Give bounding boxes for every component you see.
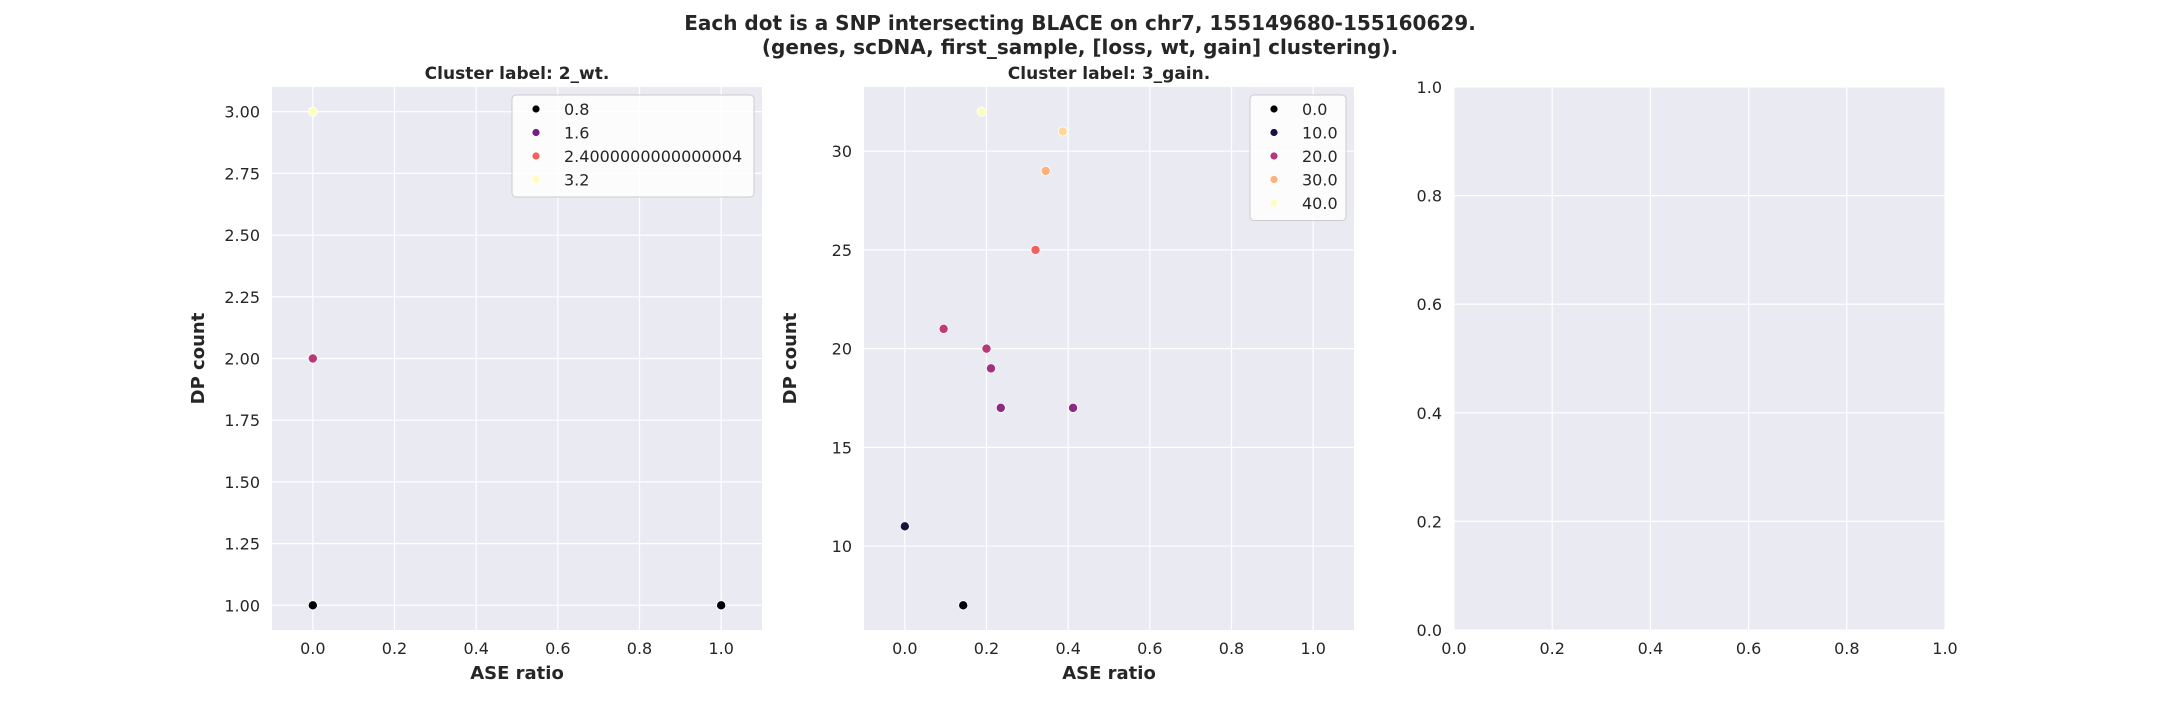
chart-title: Cluster label: 2_wt. [425, 64, 610, 84]
y-tick-label: 1.25 [224, 535, 260, 554]
data-point [1068, 402, 1079, 413]
x-tick-label: 1.0 [708, 639, 733, 658]
y-tick-label: 3.00 [224, 103, 260, 122]
data-point [958, 600, 969, 611]
y-tick-label: 1.00 [224, 596, 260, 615]
data-point [995, 402, 1006, 413]
legend-label: 3.2 [564, 171, 589, 190]
legend-marker [531, 151, 541, 161]
legend-marker [1269, 151, 1279, 161]
chart-title: Cluster label: 3_gain. [1008, 64, 1210, 84]
data-point [307, 353, 318, 364]
y-tick-label: 0.0 [1417, 621, 1442, 640]
data-point [1030, 244, 1041, 255]
data-point [1057, 126, 1068, 137]
x-tick-label: 0.0 [892, 639, 917, 658]
x-tick-label: 1.0 [1932, 639, 1957, 658]
x-tick-label: 0.2 [1539, 639, 1564, 658]
y-tick-label: 1.0 [1417, 78, 1442, 97]
data-point [307, 600, 318, 611]
legend-marker [1269, 198, 1279, 208]
legend-label: 30.0 [1302, 171, 1338, 190]
x-tick-label: 0.8 [1219, 639, 1244, 658]
legend-marker [1269, 128, 1279, 137]
y-tick-label: 1.75 [224, 411, 260, 430]
y-tick-label: 20 [832, 340, 852, 359]
y-tick-label: 10 [832, 537, 852, 556]
y-tick-label: 1.50 [224, 473, 260, 492]
y-tick-label: 2.25 [224, 288, 260, 307]
chart-panel-1: 0.0 0.2 0.4 0.6 0.8 1.0 1.00 1.25 1.50 1.75 2.00 2.… [188, 64, 762, 684]
legend-marker [531, 128, 541, 137]
x-tick-label: 0.6 [1736, 639, 1761, 658]
legend-marker [1269, 175, 1279, 184]
y-tick-label: 25 [832, 241, 852, 260]
y-tick-label: 30 [832, 142, 852, 161]
legend-label: 2.4000000000000004 [564, 147, 742, 166]
legend-marker [1269, 104, 1279, 114]
x-tick-label: 1.0 [1300, 639, 1325, 658]
y-tick-label: 0.6 [1417, 295, 1442, 314]
y-tick-label: 2.50 [224, 226, 260, 245]
legend-label: 0.8 [564, 100, 589, 119]
x-tick-label: 0.8 [627, 639, 652, 658]
x-axis-label: ASE ratio [1062, 663, 1156, 684]
data-point [976, 106, 987, 117]
x-tick-label: 0.8 [1834, 639, 1859, 658]
figure-title-line-1: Each dot is a SNP intersecting BLACE on … [684, 11, 1476, 35]
chart-panel-3: 0.0 0.2 0.4 0.6 0.8 1.0 0.0 0.2 0.4 0.6 0.8 1.0 [1417, 78, 1958, 658]
legend: 0.8 1.6 2.4000000000000004 3.2 [511, 94, 755, 198]
data-point [716, 600, 727, 611]
x-axis-label: ASE ratio [470, 663, 564, 684]
legend-box [1249, 94, 1347, 221]
y-tick-label: 2.75 [224, 164, 260, 183]
y-tick-label: 0.4 [1417, 404, 1442, 423]
y-axis-label: DP count [780, 312, 801, 404]
legend-label: 40.0 [1302, 194, 1338, 213]
legend-marker [531, 104, 541, 114]
figure-title-line-2: (genes, scDNA, first_sample, [loss, wt, … [762, 35, 1398, 59]
legend: 0.0 10.0 20.0 30.0 40.0 [1249, 94, 1347, 221]
legend-marker [531, 175, 541, 184]
y-tick-label: 15 [832, 438, 852, 457]
data-point [938, 323, 949, 334]
legend-box [511, 94, 755, 198]
panels: 0.0 0.2 0.4 0.6 0.8 1.0 1.00 1.25 1.50 1.75 2.00 2.… [188, 64, 1958, 684]
y-tick-label: 0.8 [1417, 187, 1442, 206]
x-tick-label: 0.4 [463, 639, 488, 658]
legend-label: 1.6 [564, 124, 589, 143]
data-point [899, 521, 910, 532]
x-tick-label: 0.4 [1055, 639, 1080, 658]
legend-label: 0.0 [1302, 100, 1327, 119]
x-tick-label: 0.4 [1638, 639, 1663, 658]
x-tick-label: 0.6 [1137, 639, 1162, 658]
data-point [981, 343, 992, 354]
data-point [307, 106, 318, 117]
data-point [985, 363, 996, 374]
x-tick-label: 0.0 [300, 639, 325, 658]
y-tick-label: 0.2 [1417, 512, 1442, 531]
x-tick-label: 0.0 [1441, 639, 1466, 658]
chart-panel-2: 0.0 0.2 0.4 0.6 0.8 1.0 10 15 20 25 30 Cluster labe… [780, 64, 1354, 684]
x-tick-label: 0.2 [382, 639, 407, 658]
plot-background [1454, 87, 1945, 630]
legend-label: 10.0 [1302, 124, 1338, 143]
y-axis-label: DP count [188, 312, 209, 404]
x-tick-label: 0.2 [974, 639, 999, 658]
data-point [1040, 165, 1051, 176]
x-tick-label: 0.6 [545, 639, 570, 658]
legend-label: 20.0 [1302, 147, 1338, 166]
y-tick-label: 2.00 [224, 350, 260, 369]
